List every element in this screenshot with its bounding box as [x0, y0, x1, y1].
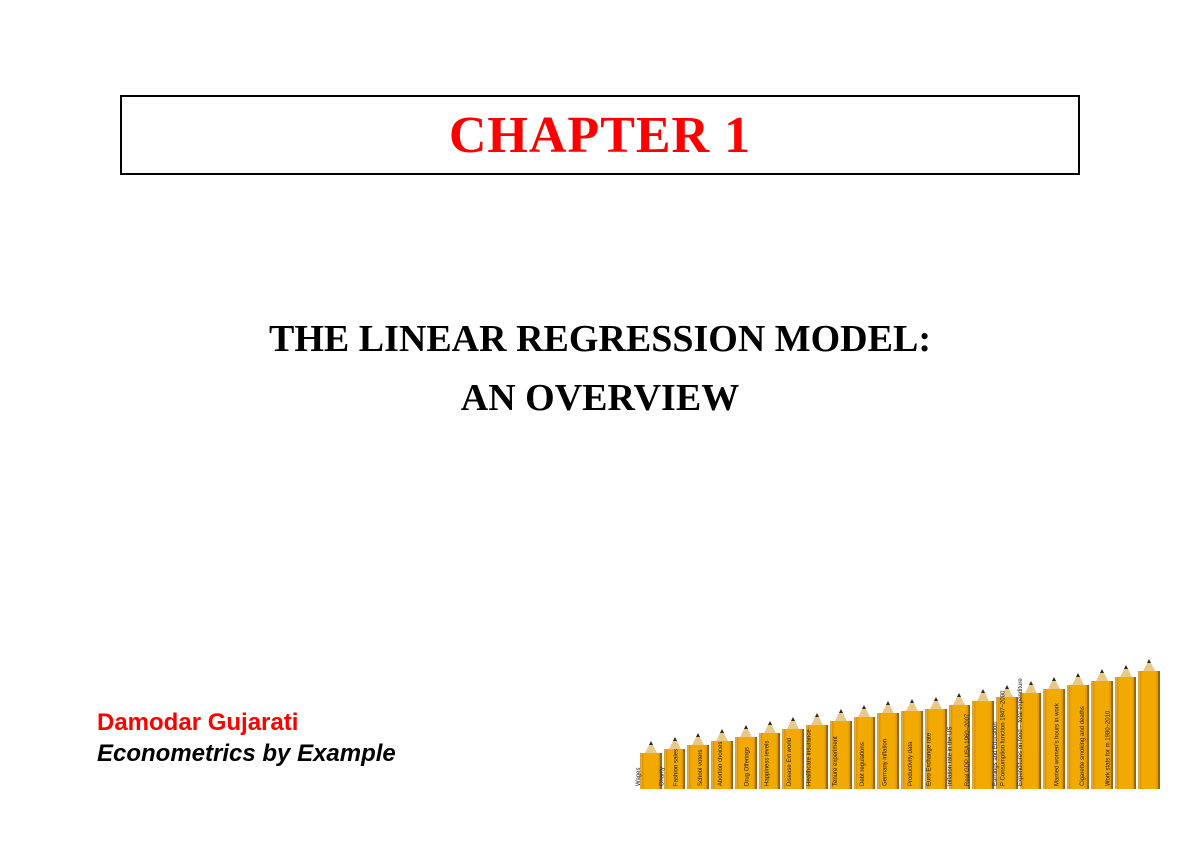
- pencil-label: Earnings and Education: [993, 722, 999, 786]
- pencil-label: Debt regulations: [860, 742, 866, 786]
- pencil-bar: Happiness levels: [782, 717, 804, 789]
- pencil-bar-chart: WagesCharity Fashion sales School voters Ab…: [640, 659, 1160, 789]
- pencil-label: Euro Exchange rate: [927, 733, 933, 786]
- pencil-label: Expenditures on food – total expenditure: [1018, 678, 1024, 786]
- pencil-bar: Work stats for m 1980–2010: [1138, 659, 1160, 789]
- pencil-label: Disease Ext world: [787, 738, 793, 786]
- pencil-label: Drug Offerings: [744, 747, 750, 786]
- pencil-body: Inflation rate in the US: [972, 701, 994, 789]
- subtitle-line-1: THE LINEAR REGRESSION MODEL:: [0, 310, 1200, 369]
- pencil-body: Real GDP USA 1960–2007: [996, 697, 1018, 789]
- pencil-lead: [696, 733, 700, 737]
- pencil-bar: Wages: [640, 741, 662, 789]
- pencil-lead: [791, 717, 795, 721]
- pencil-body: Wages: [640, 753, 662, 789]
- pencil-lead: [1005, 685, 1009, 689]
- pencil-lead: [673, 737, 677, 741]
- slide-container: CHAPTER 1 THE LINEAR REGRESSION MODEL: A…: [0, 0, 1200, 849]
- pencil-lead: [815, 713, 819, 717]
- pencil-lead: [1076, 673, 1080, 677]
- pencil-label: Work stats for m 1980–2010: [1106, 711, 1112, 786]
- pencil-label: Happiness levels: [765, 741, 771, 786]
- pencil-label: Real GDP USA 1960–2007: [965, 714, 971, 786]
- pencil-lead: [744, 725, 748, 729]
- pencil-lead: [886, 701, 890, 705]
- pencil-lead: [981, 689, 985, 693]
- pencil-lead: [1124, 665, 1128, 669]
- pencil-body: Cigarette smoking and deaths: [1115, 677, 1137, 789]
- chapter-title: CHAPTER 1: [449, 106, 751, 165]
- pencil-body: Happiness levels: [782, 729, 804, 789]
- pencil-lead: [1100, 669, 1104, 673]
- author-name: Damodar Gujarati: [97, 707, 396, 738]
- pencil-label: Wages: [636, 768, 642, 786]
- book-title: Econometrics by Example: [97, 738, 396, 769]
- pencil-lead: [1029, 681, 1033, 685]
- pencil-label: P Consumption function 1947–2000: [1001, 691, 1007, 786]
- pencil-bar: Cigarette smoking and deaths: [1115, 665, 1137, 789]
- author-block: Damodar Gujarati Econometrics by Example: [97, 707, 396, 769]
- pencil-row: WagesCharity Fashion sales School voters Ab…: [640, 659, 1160, 789]
- pencil-label: Productivity data: [907, 742, 913, 786]
- pencil-label: Tenure experiment: [834, 736, 840, 786]
- pencil-label: Germany inflation: [882, 739, 888, 786]
- chapter-title-box: CHAPTER 1: [120, 95, 1080, 175]
- pencil-body: Work stats for m 1980–2010: [1138, 671, 1160, 789]
- pencil-bar: Inflation rate in the US: [972, 689, 994, 789]
- pencil-label: Inflation rate in the US: [947, 727, 953, 786]
- pencil-label: Abortion choices: [718, 742, 724, 786]
- pencil-label: Healthcare insurance: [806, 729, 812, 786]
- pencil-lead: [649, 741, 653, 745]
- pencil-label: School voters: [698, 750, 704, 786]
- pencil-bar: Real GDP USA 1960–2007: [996, 685, 1018, 789]
- pencil-lead: [768, 721, 772, 725]
- pencil-lead: [934, 697, 938, 701]
- pencil-lead: [1147, 659, 1151, 663]
- pencil-label: Married women's hours in work: [1054, 703, 1060, 786]
- pencil-lead: [720, 729, 724, 733]
- pencil-lead: [1052, 677, 1056, 681]
- pencil-label: Fashion sales: [674, 749, 680, 786]
- pencil-lead: [862, 705, 866, 709]
- pencil-lead: [957, 693, 961, 697]
- subtitle-block: THE LINEAR REGRESSION MODEL: AN OVERVIEW: [0, 310, 1200, 428]
- pencil-label: Charity: [659, 767, 665, 786]
- subtitle-line-2: AN OVERVIEW: [0, 369, 1200, 428]
- pencil-lead: [839, 709, 843, 713]
- pencil-lead: [910, 699, 914, 703]
- pencil-label: Cigarette smoking and deaths: [1080, 706, 1086, 786]
